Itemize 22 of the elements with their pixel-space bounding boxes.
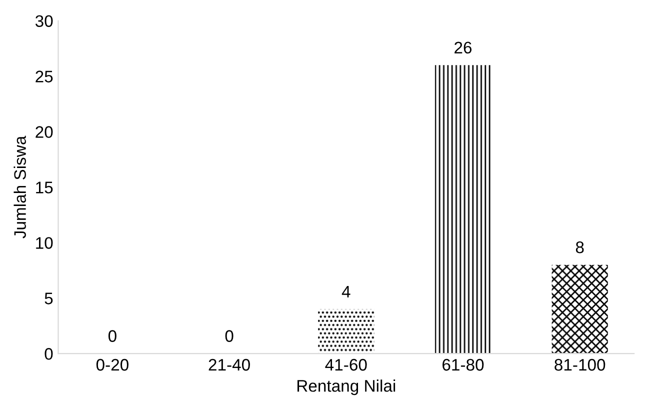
x-tick-label: 0-20: [96, 358, 128, 371]
data-label: 0: [108, 330, 116, 342]
bar: [318, 309, 374, 354]
y-tick-label: 0: [44, 348, 53, 360]
bar: [434, 65, 492, 354]
x-tick-label: 61-80: [442, 358, 484, 371]
y-tick-label: 20: [36, 126, 53, 138]
x-axis-title: Rentang Nilai: [297, 380, 396, 396]
x-tick-label: 81-100: [554, 358, 606, 371]
y-tick-label: 15: [36, 182, 53, 194]
y-axis-title: Jumlah Siswa: [14, 136, 26, 238]
x-tick-label: 21-40: [208, 358, 250, 371]
y-tick-label: 25: [36, 70, 53, 82]
data-label: 0: [225, 330, 234, 342]
data-label: 26: [454, 42, 472, 54]
y-tick-label: 10: [36, 237, 53, 249]
x-tick-label: 41-60: [325, 358, 367, 371]
data-label: 8: [576, 241, 584, 254]
y-tick-label: 5: [44, 292, 53, 304]
data-label: 4: [342, 286, 350, 298]
bar: [552, 264, 608, 354]
y-tick-label: 30: [35, 15, 53, 28]
